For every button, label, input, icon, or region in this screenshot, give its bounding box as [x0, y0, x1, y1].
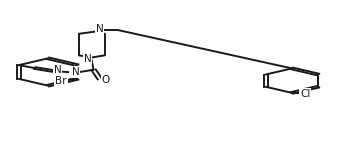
Text: N: N: [54, 66, 62, 75]
Text: N: N: [96, 24, 104, 34]
Text: N: N: [72, 67, 79, 77]
Text: Br: Br: [55, 76, 67, 86]
Text: N: N: [84, 54, 91, 64]
Text: O: O: [101, 75, 110, 85]
Text: Cl: Cl: [300, 89, 311, 99]
